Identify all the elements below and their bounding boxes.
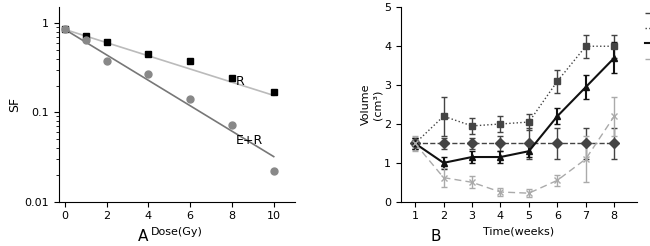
Text: A: A bbox=[138, 229, 148, 244]
Text: R: R bbox=[236, 75, 245, 88]
X-axis label: Dose(Gy): Dose(Gy) bbox=[151, 227, 203, 237]
Text: E+R: E+R bbox=[236, 134, 263, 147]
Y-axis label: SF: SF bbox=[8, 97, 21, 112]
Y-axis label: Volume
(cm³): Volume (cm³) bbox=[361, 84, 383, 125]
Legend: C, E, R, E+R: C, E, R, E+R bbox=[645, 9, 650, 64]
Text: B: B bbox=[430, 229, 441, 244]
X-axis label: Time(weeks): Time(weeks) bbox=[484, 227, 554, 237]
